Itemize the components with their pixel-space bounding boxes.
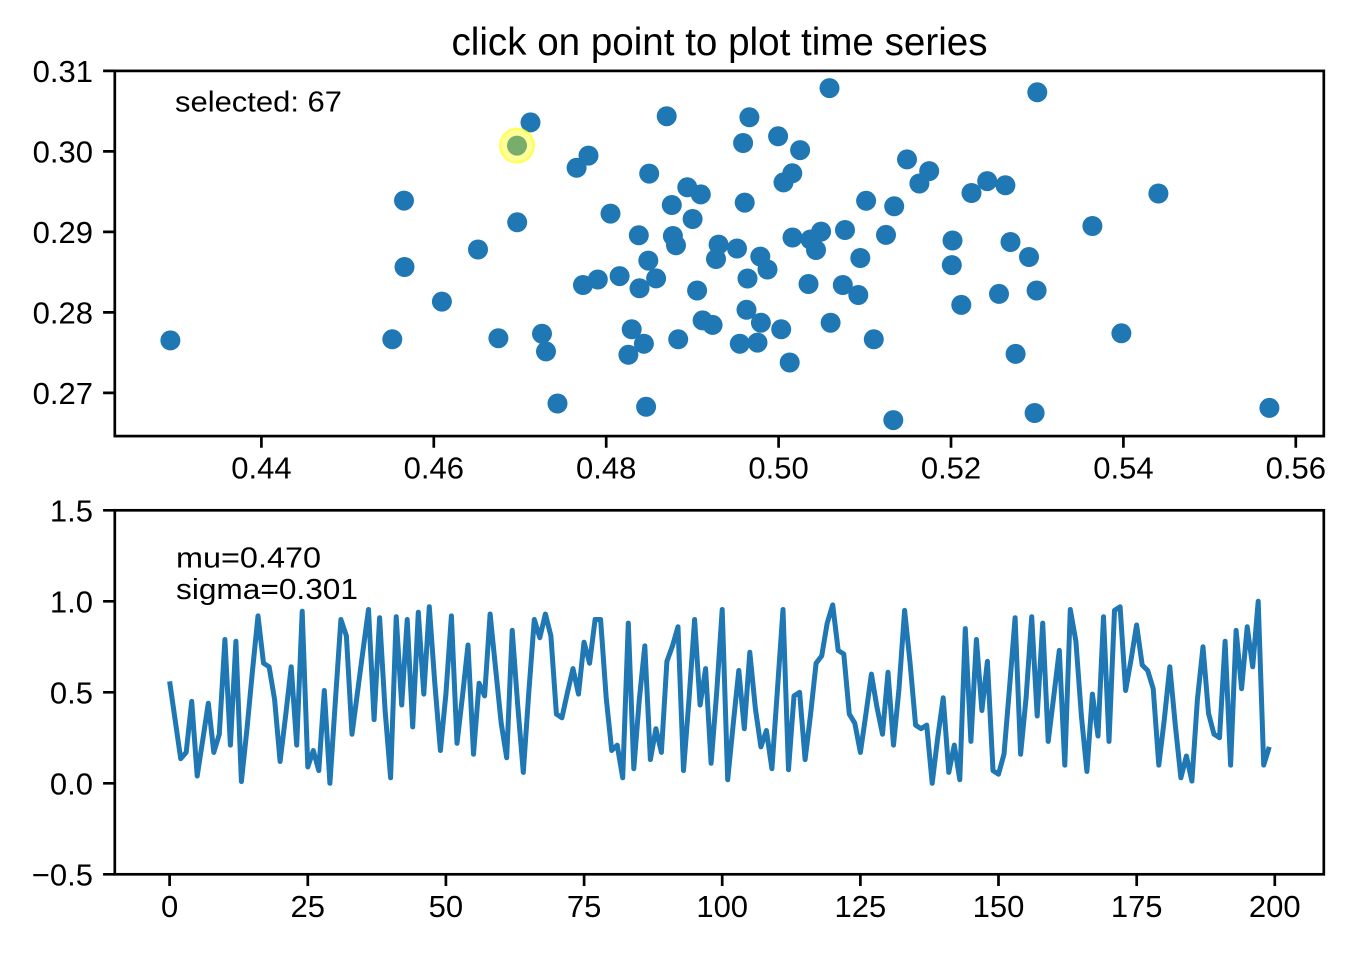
svg-text:0.28: 0.28 xyxy=(33,295,93,330)
svg-text:0.52: 0.52 xyxy=(921,451,981,486)
svg-text:0.54: 0.54 xyxy=(1093,451,1153,486)
svg-text:0.27: 0.27 xyxy=(33,376,93,411)
svg-text:125: 125 xyxy=(835,889,887,924)
svg-text:0.30: 0.30 xyxy=(33,134,93,169)
svg-text:selected: 67: selected: 67 xyxy=(175,87,342,119)
svg-text:0.50: 0.50 xyxy=(748,451,808,486)
svg-text:0.0: 0.0 xyxy=(50,766,93,801)
svg-text:−0.5: −0.5 xyxy=(32,857,93,892)
svg-text:click on point to plot time se: click on point to plot time series xyxy=(451,21,987,64)
svg-text:50: 50 xyxy=(429,889,463,924)
svg-text:75: 75 xyxy=(567,889,601,924)
svg-text:1.0: 1.0 xyxy=(50,584,93,619)
svg-text:0.29: 0.29 xyxy=(33,215,93,250)
svg-text:0: 0 xyxy=(161,889,178,924)
svg-text:1.5: 1.5 xyxy=(50,493,93,528)
svg-text:0.48: 0.48 xyxy=(576,451,636,486)
svg-text:25: 25 xyxy=(291,889,325,924)
svg-text:sigma=0.301: sigma=0.301 xyxy=(176,574,358,606)
svg-text:0.46: 0.46 xyxy=(404,451,464,486)
svg-text:0.31: 0.31 xyxy=(33,54,93,89)
svg-text:100: 100 xyxy=(696,889,748,924)
svg-text:0.5: 0.5 xyxy=(50,675,93,710)
svg-text:0.56: 0.56 xyxy=(1266,451,1326,486)
svg-text:mu=0.470: mu=0.470 xyxy=(176,542,321,574)
svg-text:150: 150 xyxy=(973,889,1025,924)
svg-text:200: 200 xyxy=(1249,889,1301,924)
svg-text:175: 175 xyxy=(1111,889,1163,924)
svg-text:0.44: 0.44 xyxy=(231,451,291,486)
